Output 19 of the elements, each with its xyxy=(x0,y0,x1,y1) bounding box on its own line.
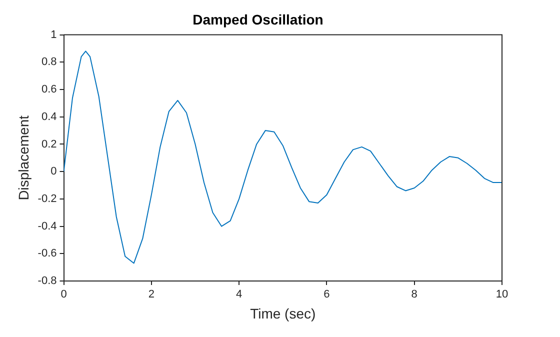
y-tick-label: 0.6 xyxy=(41,84,57,96)
y-tick-label: 0.2 xyxy=(41,138,57,150)
x-tick-label: 0 xyxy=(60,288,67,301)
x-tick-label: 8 xyxy=(411,288,418,301)
x-axis-title: Time (sec) xyxy=(250,305,316,322)
y-tick-label: -0.8 xyxy=(38,275,57,288)
y-axis-title: Displacement xyxy=(15,115,32,200)
x-tick-label: 10 xyxy=(496,288,508,301)
y-tick-label: 1 xyxy=(50,28,57,41)
y-tick-label: 0.4 xyxy=(41,110,57,123)
x-tick-label: 6 xyxy=(324,288,330,301)
y-tick-label: -0.4 xyxy=(38,220,57,232)
y-tick-label: 0.8 xyxy=(41,56,57,68)
y-tick-label: -0.2 xyxy=(38,192,57,205)
x-tick-label: 4 xyxy=(236,288,242,301)
x-tick-label: 2 xyxy=(148,288,154,301)
y-tick-label: -0.6 xyxy=(38,248,57,260)
y-tick-label: 0 xyxy=(50,166,57,178)
chart-title: Damped Oscillation xyxy=(192,11,324,28)
